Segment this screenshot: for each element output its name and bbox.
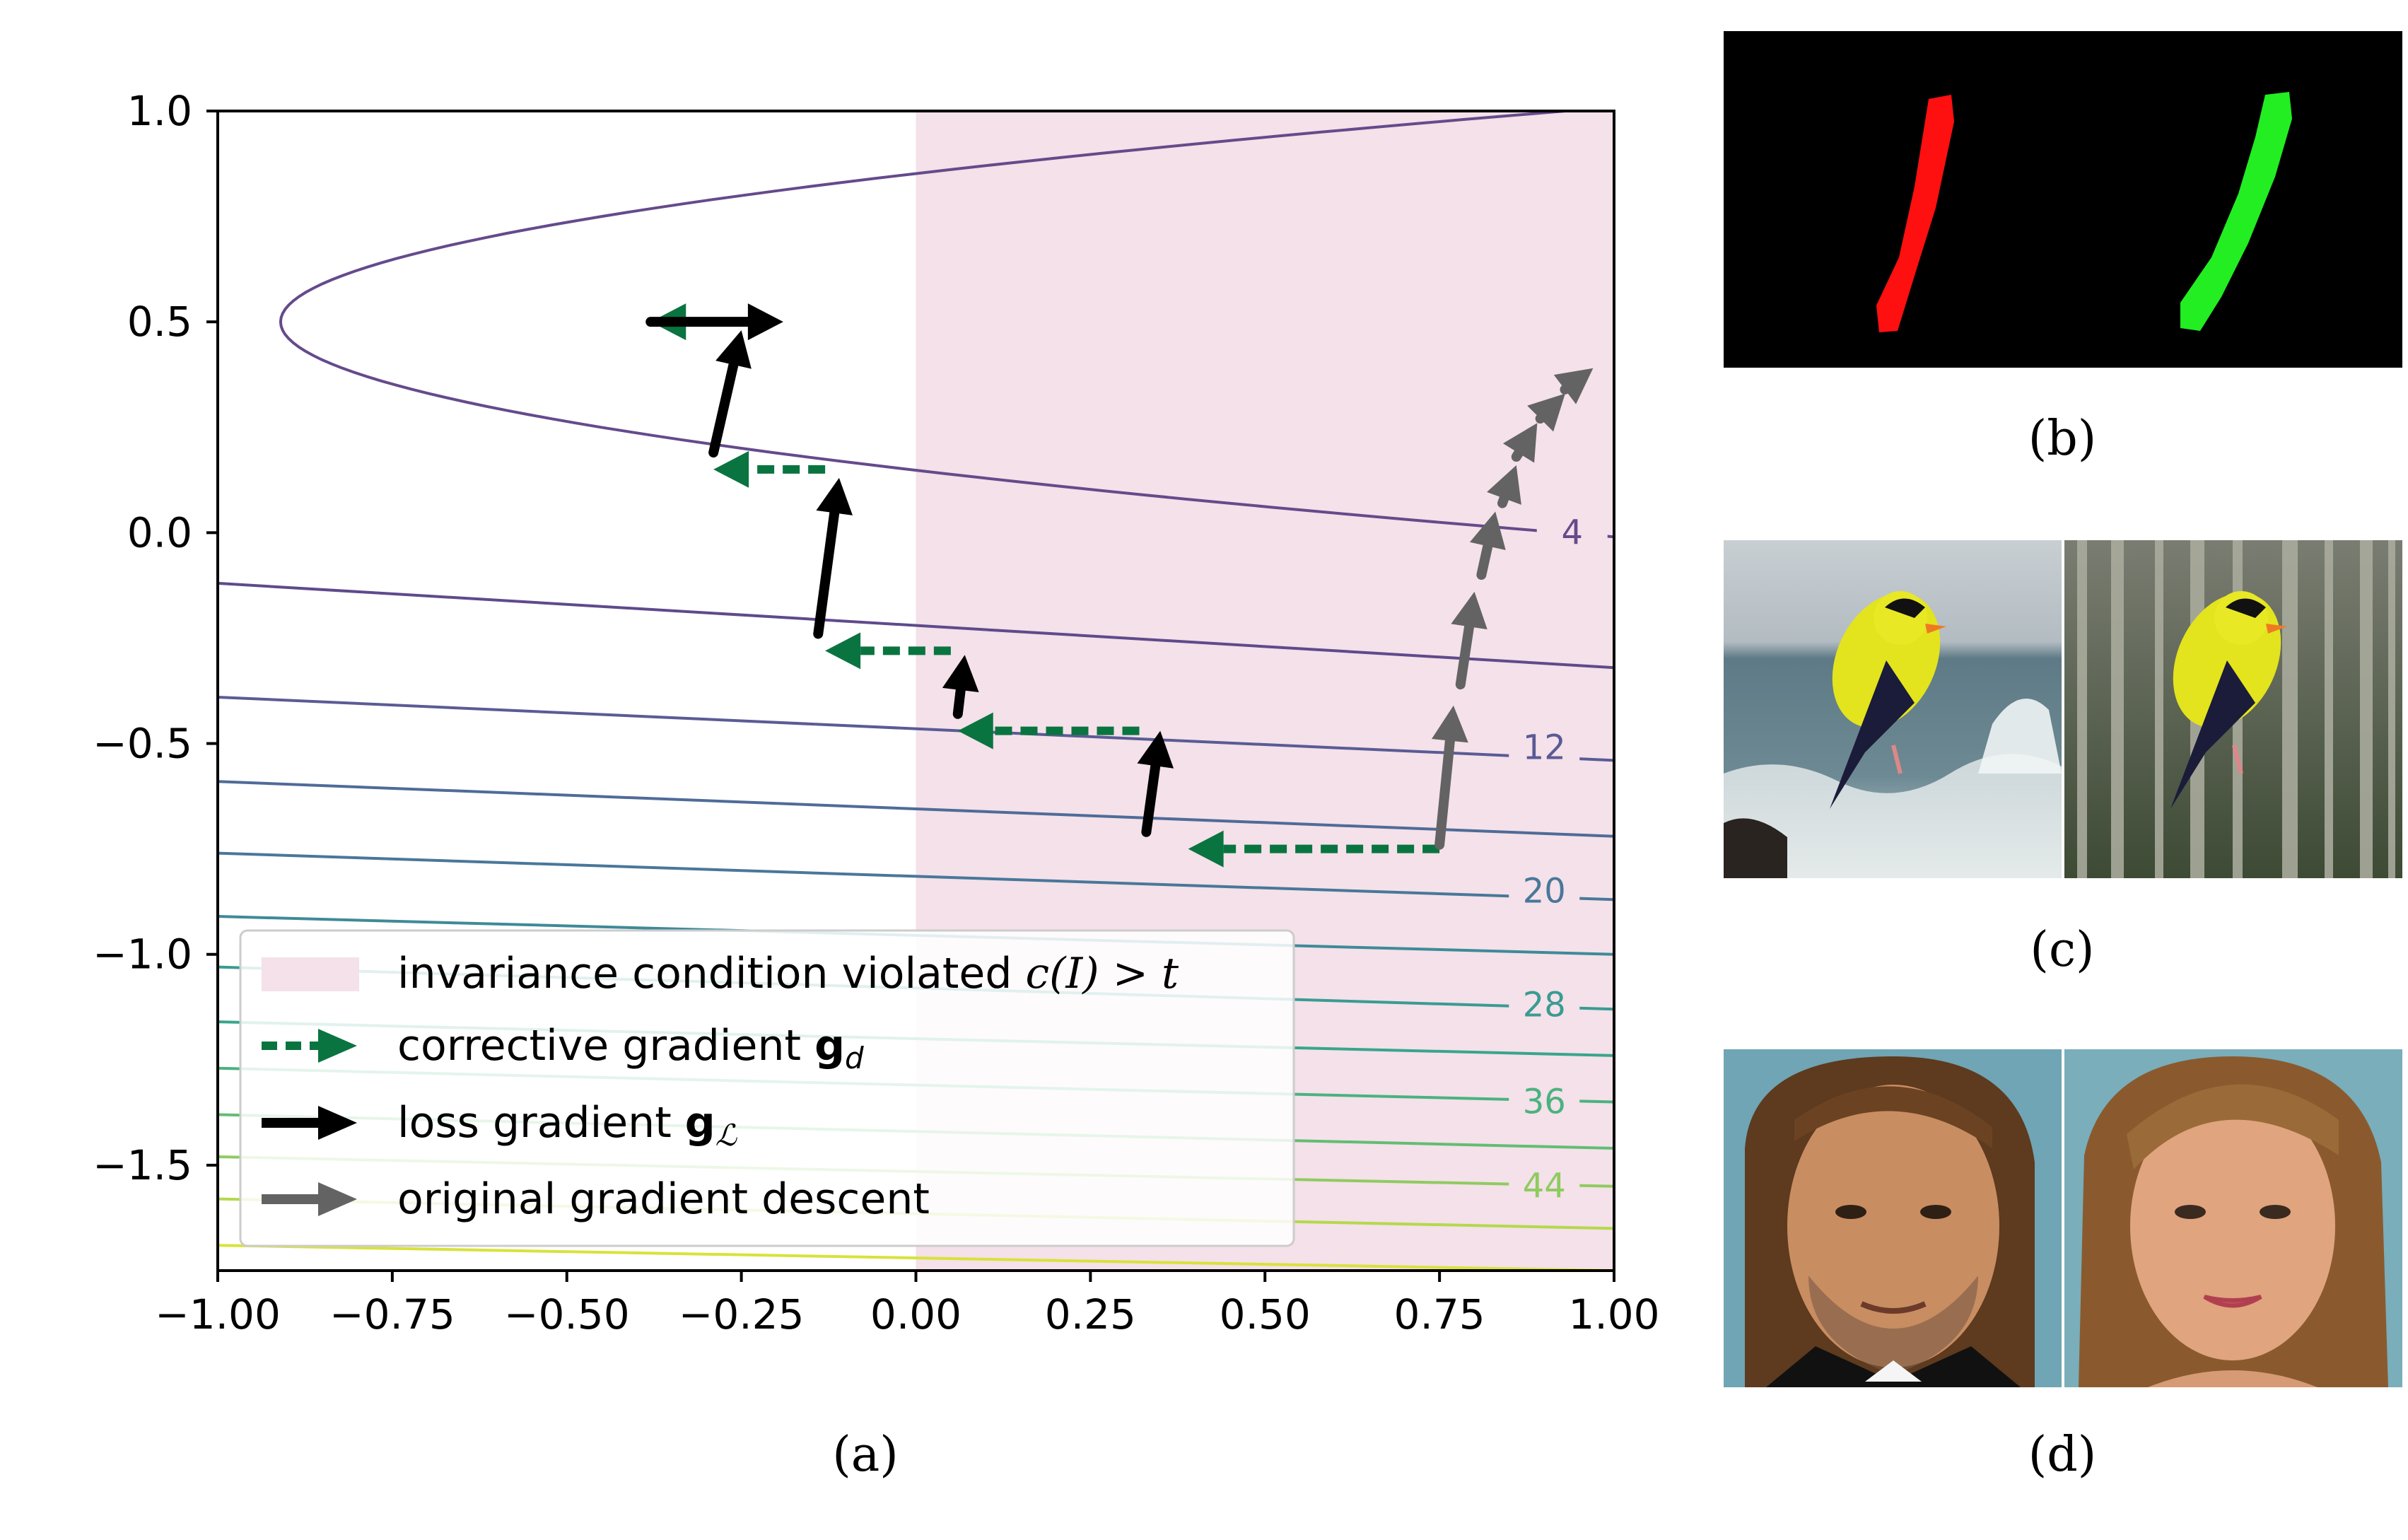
contour-label-bg	[1509, 725, 1580, 766]
x-tick-label: −1.00	[155, 1290, 281, 1338]
x-tick-label: 0.00	[870, 1290, 962, 1338]
panel-d-face-image	[1724, 1049, 2402, 1387]
digit-one-green-icon	[2180, 92, 2292, 331]
x-tick-label: 0.50	[1220, 1290, 1311, 1338]
legend-label-loss: loss gradient gℒ	[397, 1098, 737, 1153]
contour-label-bg	[1536, 510, 1608, 552]
caption-d: (d)	[2028, 1427, 2097, 1483]
contour-line-20	[218, 851, 1614, 902]
x-tick-label: 0.75	[1394, 1290, 1485, 1338]
contour-line-52	[218, 1244, 1614, 1271]
contour-label-bg	[1509, 982, 1580, 1024]
x-tick-label: −0.25	[679, 1290, 805, 1338]
legend-marker-original	[262, 1182, 357, 1216]
contour-label-36: 36	[1523, 1082, 1566, 1121]
corrective-gradient-arrow	[1188, 830, 1440, 868]
bird-icon	[1830, 591, 1946, 809]
contour-label-44: 44	[1523, 1167, 1566, 1206]
x-tick-label: 0.25	[1045, 1290, 1136, 1338]
loss-gradient-arrow	[645, 303, 783, 341]
y-tick-label: −1.0	[93, 931, 192, 979]
caption-c: (c)	[2030, 922, 2094, 978]
original-gradient-descent-arrow	[1432, 705, 1468, 850]
legend-patch-violated	[262, 957, 359, 991]
y-tick-label: 1.0	[127, 87, 192, 135]
legend-box	[239, 929, 1295, 1247]
legend: invariance condition violated c(I) > t c…	[239, 929, 1295, 1247]
contour-label-bg	[1509, 1163, 1580, 1205]
loss-gradient-arrow	[708, 330, 752, 458]
legend-label-original: original gradient descent	[397, 1174, 930, 1224]
y-tick-label: 0.5	[127, 298, 192, 346]
contour-line-4	[279, 111, 1614, 539]
y-tick-label: 0.0	[127, 508, 192, 556]
contour-label-bg	[1509, 1079, 1580, 1121]
original-gradient-descent-arrow	[1527, 393, 1565, 432]
male-face-icon	[1745, 1056, 2035, 1387]
x-tick-label: −0.50	[504, 1290, 630, 1338]
legend-marker-loss	[262, 1106, 357, 1140]
x-tick-label: −0.75	[329, 1290, 455, 1338]
contour-label-layer: 4 12 20 28 36 44	[1509, 510, 1608, 1206]
contour-line-12	[218, 695, 1614, 762]
x-tick-label: 1.00	[1568, 1290, 1659, 1338]
loss-gradient-arrow	[942, 655, 979, 719]
corrective-gradient-arrow	[825, 632, 951, 670]
original-gradient-descent-arrow	[1487, 465, 1521, 508]
contour-label-4: 4	[1561, 513, 1583, 552]
panel-b-digit-image	[1724, 31, 2402, 368]
original-gradient-descent-arrow	[1502, 423, 1538, 463]
y-tick-label: −1.5	[93, 1141, 192, 1189]
caption-a: (a)	[832, 1427, 899, 1483]
y-tick-label: −0.5	[93, 720, 192, 768]
legend-label-corrective: corrective gradient gd	[397, 1021, 864, 1075]
contour-label-bg	[1509, 868, 1580, 910]
digit-one-red-icon	[1876, 95, 1954, 332]
legend-marker-corrective	[262, 1029, 357, 1063]
contour-line-16	[218, 780, 1614, 838]
legend-label-violated: invariance condition violated c(I) > t	[397, 949, 1179, 998]
caption-b: (b)	[2028, 411, 2097, 467]
contour-label-28: 28	[1523, 985, 1566, 1025]
corrective-gradient-arrow	[957, 712, 1140, 749]
original-gradient-descent-arrow	[1451, 591, 1488, 690]
panel-c-bird-image	[1724, 540, 2402, 878]
loss-gradient-arrow	[1137, 730, 1174, 837]
bird-icon	[2170, 591, 2287, 809]
original-gradient-descent-arrow	[1553, 368, 1594, 404]
gradient-arrow-layer	[645, 303, 1594, 868]
contour-label-20: 20	[1523, 871, 1566, 911]
contour-line-8	[218, 581, 1614, 670]
original-gradient-descent-arrow	[1469, 511, 1506, 580]
axis-ticks: −1.00 −0.75 −0.50 −0.25 0.00 0.25 0.50 0.75 1.00…	[93, 87, 1659, 1338]
female-face-icon	[2079, 1056, 2388, 1387]
contour-label-12: 12	[1523, 728, 1566, 768]
loss-gradient-arrow	[813, 477, 853, 639]
corrective-gradient-arrow	[713, 450, 826, 488]
